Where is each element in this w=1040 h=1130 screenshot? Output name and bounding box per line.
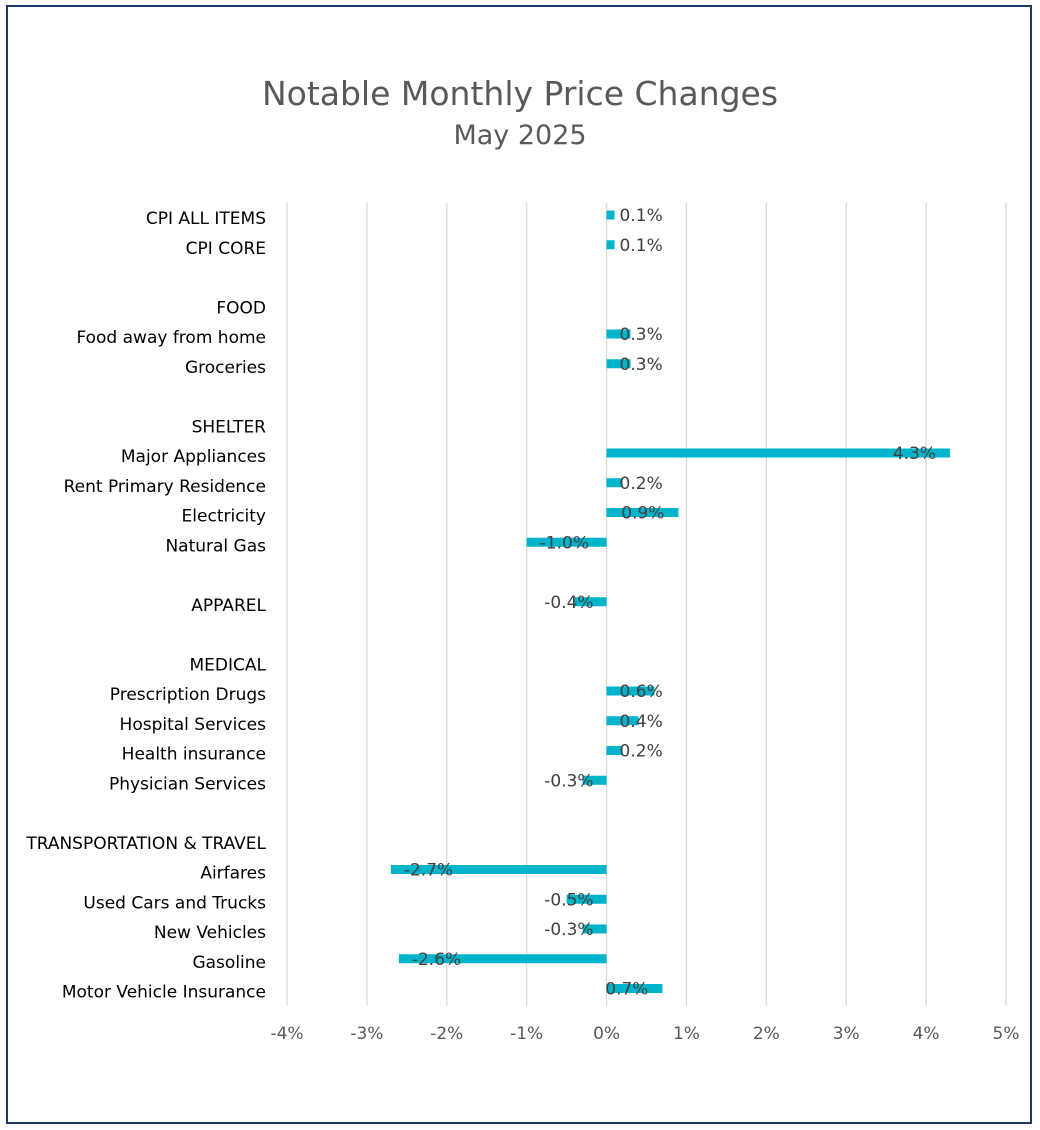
x-tick-label: -2% xyxy=(430,1024,463,1044)
chart-title: Notable Monthly Price Changes xyxy=(261,74,779,113)
category-label: Airfares xyxy=(200,864,266,884)
category-label: FOOD xyxy=(216,298,266,318)
category-label: APPAREL xyxy=(191,596,266,616)
bar xyxy=(606,240,615,250)
bar xyxy=(582,924,607,934)
category-label: Rent Primary Residence xyxy=(64,477,266,497)
x-tick-label: 4% xyxy=(913,1024,940,1044)
data-label: -0.5% xyxy=(544,890,593,910)
bar xyxy=(606,478,623,488)
bar xyxy=(606,716,639,726)
data-label: 0.1% xyxy=(620,206,663,226)
category-label: Food away from home xyxy=(76,328,266,348)
category-label: Motor Vehicle Insurance xyxy=(62,983,266,1003)
category-label: TRANSPORTATION & TRAVEL xyxy=(25,834,266,854)
bar xyxy=(606,746,623,755)
category-label: Groceries xyxy=(185,358,266,378)
x-tick-label: 1% xyxy=(673,1024,700,1044)
category-label: MEDICAL xyxy=(190,655,267,675)
bar xyxy=(606,359,631,369)
bar xyxy=(606,448,951,458)
category-label: New Vehicles xyxy=(154,923,266,943)
category-label: Major Appliances xyxy=(121,447,266,467)
category-label: Physician Services xyxy=(109,774,266,794)
category-label: CPI ALL ITEMS xyxy=(146,209,266,229)
bar xyxy=(566,894,607,904)
category-label: Gasoline xyxy=(192,953,266,973)
x-tick-label: -3% xyxy=(350,1024,383,1044)
data-label: -2.7% xyxy=(404,861,453,881)
bar xyxy=(390,865,607,874)
category-label: Hospital Services xyxy=(120,715,267,735)
category-label: SHELTER xyxy=(192,417,267,437)
data-label: -1.0% xyxy=(540,533,589,553)
x-tick-label: -4% xyxy=(270,1024,303,1044)
data-label: -0.3% xyxy=(544,771,593,791)
x-tick-label: 2% xyxy=(753,1024,780,1044)
data-label: 0.7% xyxy=(605,980,648,1000)
bar xyxy=(606,984,663,993)
data-label: 0.1% xyxy=(620,236,663,256)
data-label: 0.4% xyxy=(620,712,663,732)
data-label: 0.9% xyxy=(621,504,664,524)
data-label: -2.6% xyxy=(412,950,461,970)
data-label: 0.2% xyxy=(620,474,663,494)
bar xyxy=(574,597,607,607)
bar xyxy=(606,329,631,339)
x-tick-label: 3% xyxy=(833,1024,860,1044)
data-label: 4.3% xyxy=(893,444,936,464)
bar xyxy=(398,954,607,964)
bar xyxy=(526,537,607,547)
category-label: Prescription Drugs xyxy=(110,685,266,705)
bar xyxy=(606,686,655,696)
x-tick-label: 0% xyxy=(593,1024,620,1044)
data-label: 0.3% xyxy=(620,355,663,375)
category-label: Used Cars and Trucks xyxy=(83,893,266,913)
data-label: 0.6% xyxy=(620,682,663,702)
x-tick-label: 5% xyxy=(993,1024,1020,1044)
category-label: Health insurance xyxy=(122,745,266,765)
category-label: Natural Gas xyxy=(165,536,266,556)
data-label: 0.3% xyxy=(620,325,663,345)
x-tick-label: -1% xyxy=(510,1024,543,1044)
bar xyxy=(606,210,615,220)
category-label: CPI CORE xyxy=(186,239,266,259)
bar xyxy=(606,508,679,517)
data-label: 0.2% xyxy=(620,742,663,762)
category-label: Electricity xyxy=(182,507,266,527)
data-label: -0.4% xyxy=(544,593,593,613)
bar xyxy=(582,775,607,785)
data-label: -0.3% xyxy=(544,920,593,940)
chart-subtitle: May 2025 xyxy=(453,120,587,151)
chart-frame xyxy=(6,5,1032,1124)
